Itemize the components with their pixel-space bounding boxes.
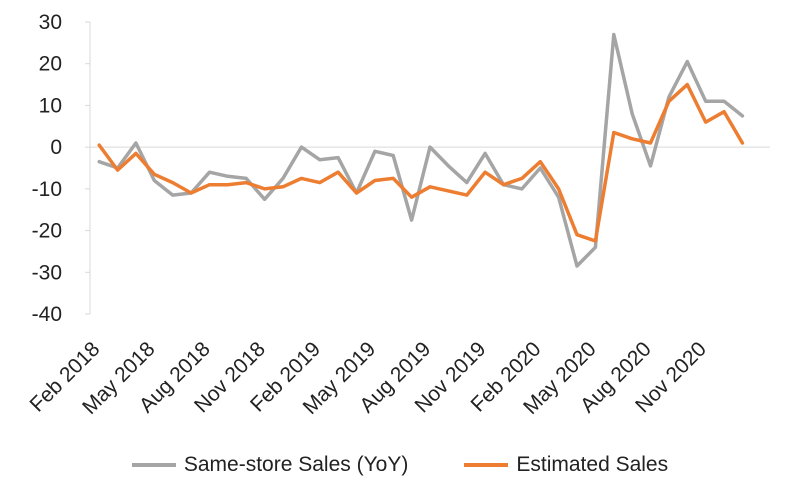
series-line-same-store-sales <box>97 32 745 268</box>
y-tick-label: -30 <box>32 261 62 284</box>
legend-label-estimated-sales: Estimated Sales <box>516 453 669 476</box>
legend: Same-store Sales (YoY) Estimated Sales <box>0 447 800 483</box>
legend-item-same-store-sales[interactable]: Same-store Sales (YoY) <box>131 453 409 477</box>
y-tick-label: 10 <box>39 94 62 117</box>
y-tick-label: -40 <box>32 303 62 326</box>
series-line-estimated-sales <box>97 82 745 243</box>
y-tick-label: -10 <box>32 178 62 201</box>
series-layer <box>97 32 745 268</box>
y-tick-label: 30 <box>39 11 62 34</box>
legend-swatch-estimated-sales <box>464 463 509 467</box>
legend-label-same-store-sales: Same-store Sales (YoY) <box>183 453 409 476</box>
legend-swatch-same-store-sales <box>131 463 176 467</box>
y-tick-label: -20 <box>32 220 62 243</box>
y-tick-label: 20 <box>39 53 62 76</box>
y-axis: 30 20 10 0 -10 -20 -30 -40 <box>32 11 91 326</box>
legend-item-estimated-sales[interactable]: Estimated Sales <box>464 453 668 477</box>
y-tick-label: 0 <box>50 136 62 159</box>
